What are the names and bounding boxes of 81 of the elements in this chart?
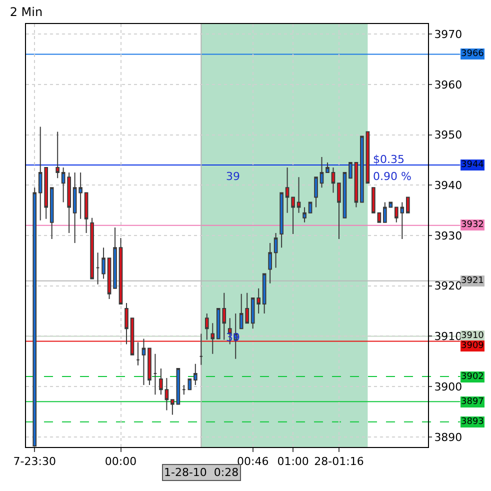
- ref-line-label: 3897: [461, 397, 484, 407]
- candlestick: [113, 226, 117, 289]
- chart-title: 2 Min: [10, 4, 43, 19]
- x-tick-label: 01:00: [277, 455, 309, 468]
- ref-line-label: 3944: [461, 160, 484, 170]
- x-tick-label: 00:46: [236, 455, 269, 468]
- candlestick: [142, 338, 146, 386]
- candlestick: [182, 384, 186, 396]
- candlestick: [308, 202, 312, 214]
- annotation: 0.90 %: [373, 170, 412, 183]
- x-tick-label: 28-01:16: [314, 455, 364, 468]
- candlestick: [314, 176, 318, 208]
- candlestick: [170, 399, 174, 416]
- candlestick: [366, 131, 370, 184]
- candlestick: [50, 187, 54, 240]
- candlestick: [78, 172, 82, 220]
- ref-line-label: 3910: [461, 331, 484, 341]
- annotation: $0.35: [373, 153, 404, 166]
- candlestick: [348, 162, 352, 179]
- candlestick: [84, 192, 88, 234]
- candlestick: [136, 342, 140, 366]
- candlestick: [342, 172, 347, 218]
- candlestick: [130, 318, 134, 356]
- ref-line-label: 3909: [461, 341, 484, 351]
- candlestick: [118, 238, 123, 304]
- ref-line-label: 3902: [461, 372, 484, 382]
- candlestick: [354, 162, 358, 208]
- candlestick: [188, 378, 192, 390]
- candlestick: [406, 196, 410, 214]
- candlestick: [262, 273, 266, 314]
- y-tick-label: 3960: [434, 78, 462, 92]
- candlestick: [204, 313, 209, 340]
- y-tick-label: 3940: [434, 178, 462, 192]
- candlestick: [164, 378, 169, 411]
- candlestick: [383, 202, 387, 223]
- candlestick: [320, 156, 324, 188]
- candlestick: [148, 348, 152, 386]
- candlestick: [67, 172, 71, 234]
- candlestick: [280, 192, 284, 248]
- candlestick: [96, 252, 100, 285]
- candlestick: [159, 368, 163, 396]
- candlestick: [90, 217, 94, 280]
- candlestick: [61, 167, 66, 203]
- y-tick-label: 3930: [434, 229, 462, 242]
- candlestick: [377, 212, 382, 223]
- candlestick: [199, 333, 204, 366]
- candlestick: [107, 258, 112, 300]
- y-tick-label: 3890: [434, 430, 462, 444]
- candlestick: [56, 131, 60, 179]
- candlestick: [210, 322, 215, 354]
- y-tick-label: 3920: [434, 280, 462, 293]
- ref-line-label: 3921: [461, 276, 484, 286]
- candlestick: [394, 206, 398, 223]
- candlestick: [331, 167, 336, 194]
- candlestick: [326, 162, 330, 174]
- y-tick-label: 3900: [434, 380, 462, 394]
- y-tick-label: 3970: [434, 28, 462, 41]
- ref-line-label: 3932: [461, 220, 484, 230]
- x-tick-label: 00:00: [104, 455, 137, 468]
- candlestick: [153, 353, 158, 396]
- candlestick: [372, 187, 376, 214]
- y-tick-label: 3950: [434, 128, 462, 142]
- candlestick: [296, 176, 301, 214]
- candlestick: [102, 247, 106, 280]
- candlestick: [72, 172, 77, 244]
- candlestick: [274, 232, 278, 268]
- ref-line-label: 1-28-10 0:28: [164, 466, 239, 479]
- candlestick: [360, 136, 364, 203]
- candlestick: [124, 302, 128, 345]
- candlestick: [337, 182, 341, 240]
- candlestick: [291, 196, 295, 234]
- candlestick: [268, 242, 272, 284]
- candlestick: [176, 368, 180, 405]
- candlestick: [302, 206, 306, 223]
- annotation: 39: [226, 170, 240, 183]
- x-tick-label: 7-23:30: [13, 455, 56, 468]
- ref-line-label: 3893: [461, 417, 484, 427]
- ref-line-label: 3966: [461, 49, 484, 59]
- candlestick: [285, 167, 290, 214]
- candlestick: [194, 363, 198, 386]
- candlestick: [400, 202, 404, 240]
